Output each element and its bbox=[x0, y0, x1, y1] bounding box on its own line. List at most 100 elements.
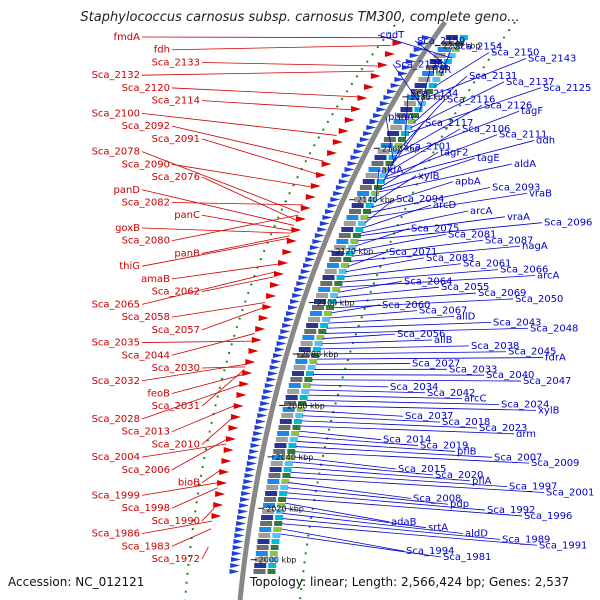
feature-block bbox=[304, 329, 317, 334]
gene-label-right: Sca_2075 bbox=[411, 224, 459, 235]
gene-arrow-forward bbox=[269, 365, 280, 370]
gene-arrow-forward bbox=[327, 203, 338, 208]
gene-arrow-forward bbox=[302, 263, 313, 268]
leader-line-left bbox=[141, 112, 337, 136]
leader-line-right bbox=[377, 34, 453, 59]
tick-label: 2080 kbp bbox=[301, 350, 339, 359]
gene-arrow-forward bbox=[309, 245, 320, 250]
dotted-ring-inner bbox=[184, 24, 396, 600]
gene-arrow-forward bbox=[257, 413, 268, 418]
leader-line-right bbox=[428, 58, 527, 98]
leader-line-right bbox=[394, 110, 520, 159]
feature-block bbox=[253, 569, 266, 574]
feature-block bbox=[390, 125, 403, 130]
gene-label-right: pdp bbox=[450, 499, 469, 510]
feature-block bbox=[264, 497, 277, 502]
gene-label-right: Sca_1994 bbox=[406, 546, 454, 557]
leader-line-right bbox=[280, 528, 405, 552]
feature-block bbox=[265, 491, 278, 496]
leader-line-left bbox=[141, 443, 227, 458]
leader-line-left bbox=[171, 528, 212, 547]
leader-line-left bbox=[201, 546, 209, 560]
feature-block bbox=[307, 365, 316, 370]
leader-line-right bbox=[300, 425, 515, 435]
feature-block bbox=[281, 413, 294, 418]
gene-label-right: Sca_2050 bbox=[515, 294, 563, 305]
tick-label: 2040 kbp bbox=[276, 453, 314, 462]
feature-block bbox=[260, 521, 273, 526]
gene-label-right: Sca_1996 bbox=[524, 511, 572, 522]
gene-arrow-reverse bbox=[338, 128, 349, 134]
feature-block bbox=[407, 95, 420, 100]
feature-block bbox=[291, 431, 300, 436]
feature-block bbox=[377, 149, 390, 154]
gene-label-right: Sca_2064 bbox=[404, 276, 452, 287]
gene-arrow-forward bbox=[338, 179, 349, 184]
feature-block bbox=[343, 221, 356, 226]
feature-block bbox=[357, 191, 370, 196]
gene-label-right: Sca_2020 bbox=[435, 470, 483, 481]
gene-arrow-reverse bbox=[370, 73, 381, 79]
feature-block bbox=[269, 551, 278, 556]
leader-line-right bbox=[378, 163, 513, 193]
feature-block bbox=[387, 131, 400, 136]
gene-label-left: Sca_2132 bbox=[92, 70, 140, 81]
gene-label-right: Sca_2093 bbox=[492, 182, 540, 193]
feature-block bbox=[270, 545, 279, 550]
leader-line-right bbox=[373, 175, 417, 203]
label-leader-lines bbox=[141, 34, 545, 560]
feature-block bbox=[407, 119, 416, 124]
feature-block bbox=[293, 365, 306, 370]
feature-block bbox=[278, 497, 287, 502]
leader-line-right bbox=[349, 245, 521, 262]
gene-arrow-reverse bbox=[364, 84, 375, 90]
gene-label-right: Sca_2138 bbox=[395, 59, 443, 70]
gene-arrow-reverse bbox=[266, 293, 277, 299]
feature-block bbox=[295, 359, 308, 364]
feature-block bbox=[320, 281, 333, 286]
gene-arrow-forward bbox=[298, 275, 309, 280]
feature-block bbox=[451, 47, 460, 52]
gene-label-right: arcC bbox=[464, 394, 487, 405]
gene-arrow-forward bbox=[330, 197, 341, 202]
gene-arrow-forward bbox=[280, 329, 291, 334]
feature-block bbox=[304, 377, 313, 382]
feature-block bbox=[374, 155, 387, 160]
gene-label-left: Sca_2114 bbox=[152, 96, 200, 107]
gene-label-left: Sca_2065 bbox=[92, 299, 140, 310]
feature-block bbox=[270, 461, 283, 466]
gene-label-right: Sca_2055 bbox=[441, 282, 489, 293]
leader-line-right bbox=[329, 310, 418, 319]
feature-block bbox=[393, 119, 406, 124]
feature-block bbox=[429, 59, 442, 64]
leader-line-right bbox=[369, 187, 491, 213]
feature-block bbox=[329, 257, 342, 262]
leader-line-left bbox=[201, 100, 351, 111]
gene-label-right: tagF2 bbox=[440, 147, 469, 158]
gene-label-right: Sca_2060 bbox=[382, 300, 430, 311]
leader-line-left bbox=[171, 302, 265, 318]
feature-block bbox=[316, 293, 329, 298]
feature-block bbox=[382, 167, 391, 172]
gene-label-right: drm bbox=[516, 429, 536, 440]
feature-block bbox=[324, 311, 333, 316]
feature-block bbox=[314, 299, 327, 304]
gene-arrow-reverse bbox=[286, 238, 297, 244]
gene-label-right: allD bbox=[456, 312, 476, 323]
feature-block bbox=[287, 449, 296, 454]
coordinate-ticks: 2200 kbp 2180 kbp 2160 kbp 2140 kbp 2120 kbp… bbox=[250, 41, 480, 565]
gene-arrow-forward bbox=[282, 323, 293, 328]
feature-block bbox=[312, 305, 325, 310]
feature-block bbox=[445, 35, 458, 40]
leader-line-left bbox=[141, 36, 397, 39]
tick-label: 2120 kbp bbox=[336, 247, 374, 256]
gene-label-left: Sca_2004 bbox=[92, 452, 140, 463]
gene-arrow-reverse bbox=[233, 403, 244, 409]
gene-label-right: Sca_2143 bbox=[528, 53, 576, 64]
leader-line-left bbox=[141, 363, 246, 382]
gene-arrow-forward bbox=[353, 149, 364, 154]
map-title: Staphylococcus carnosus subsp. carnosus … bbox=[80, 10, 520, 25]
gene-label-right: Sca_2034 bbox=[390, 382, 438, 393]
